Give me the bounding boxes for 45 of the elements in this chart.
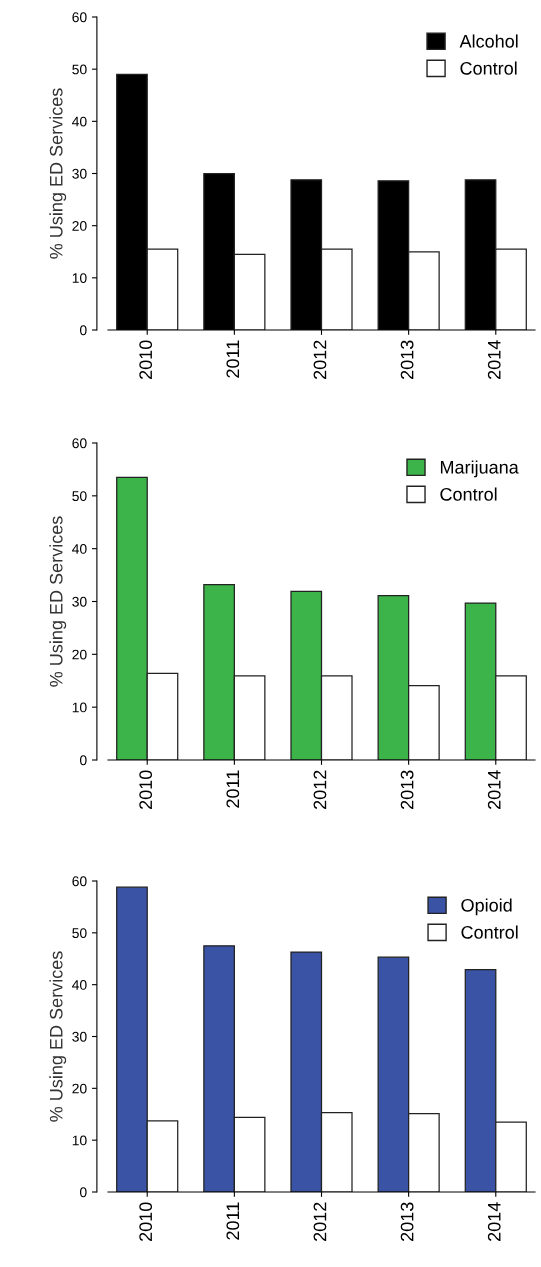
x-tick-label: 2011: [226, 340, 240, 378]
x-tick-label: 2014: [487, 340, 501, 379]
y-tick-label: 30: [72, 1031, 87, 1042]
legend-label: Control: [460, 61, 517, 75]
y-tick-label: 60: [72, 876, 87, 887]
y-tick-label: 40: [72, 116, 87, 127]
y-tick-label: 0: [79, 755, 87, 766]
y-axis-title: % Using ED Services: [49, 88, 67, 259]
y-tick-label: 50: [72, 64, 87, 75]
y-tick-label: 20: [72, 221, 87, 231]
legend-label: Marijuana: [440, 460, 519, 478]
y-axis-title: % Using ED Services: [49, 516, 67, 687]
legend-label: Alcohol: [459, 34, 518, 48]
y-tick-label: 60: [72, 12, 87, 23]
x-tick-label: 2014: [487, 1202, 501, 1241]
x-tick-label: 2010: [139, 340, 153, 379]
y-tick-label: 40: [72, 980, 87, 990]
y-tick-label: 20: [72, 1083, 87, 1094]
x-tick-label: 2013: [400, 770, 414, 809]
y-tick-label: 50: [72, 928, 87, 938]
y-tick-label: 30: [72, 168, 87, 179]
y-tick-label: 0: [79, 1187, 87, 1198]
y-tick-label: 30: [72, 596, 87, 607]
y-tick-label: 10: [72, 1135, 87, 1146]
y-tick-label: 0: [79, 325, 87, 336]
y-tick-label: 60: [72, 438, 87, 449]
legend-label: Control: [440, 487, 497, 501]
y-axis-title: % Using ED Services: [49, 951, 67, 1122]
x-tick-label: 2013: [400, 340, 414, 379]
x-tick-label: 2014: [487, 770, 501, 809]
x-tick-label: 2011: [226, 1202, 240, 1240]
legend-label: Control: [461, 925, 518, 939]
x-tick-label: 2011: [226, 770, 240, 808]
x-tick-label: 2012: [313, 340, 327, 379]
y-tick-label: 10: [72, 273, 87, 283]
x-tick-label: 2010: [139, 1202, 153, 1241]
x-tick-label: 2012: [313, 1202, 327, 1241]
x-tick-label: 2010: [139, 770, 153, 809]
y-tick-label: 50: [72, 491, 87, 501]
y-tick-label: 20: [72, 649, 87, 660]
y-tick-label: 10: [72, 702, 87, 713]
y-tick-label: 40: [72, 544, 87, 554]
legend-label: Opioid: [461, 898, 512, 916]
x-tick-label: 2013: [400, 1202, 414, 1241]
x-tick-label: 2012: [313, 770, 327, 809]
